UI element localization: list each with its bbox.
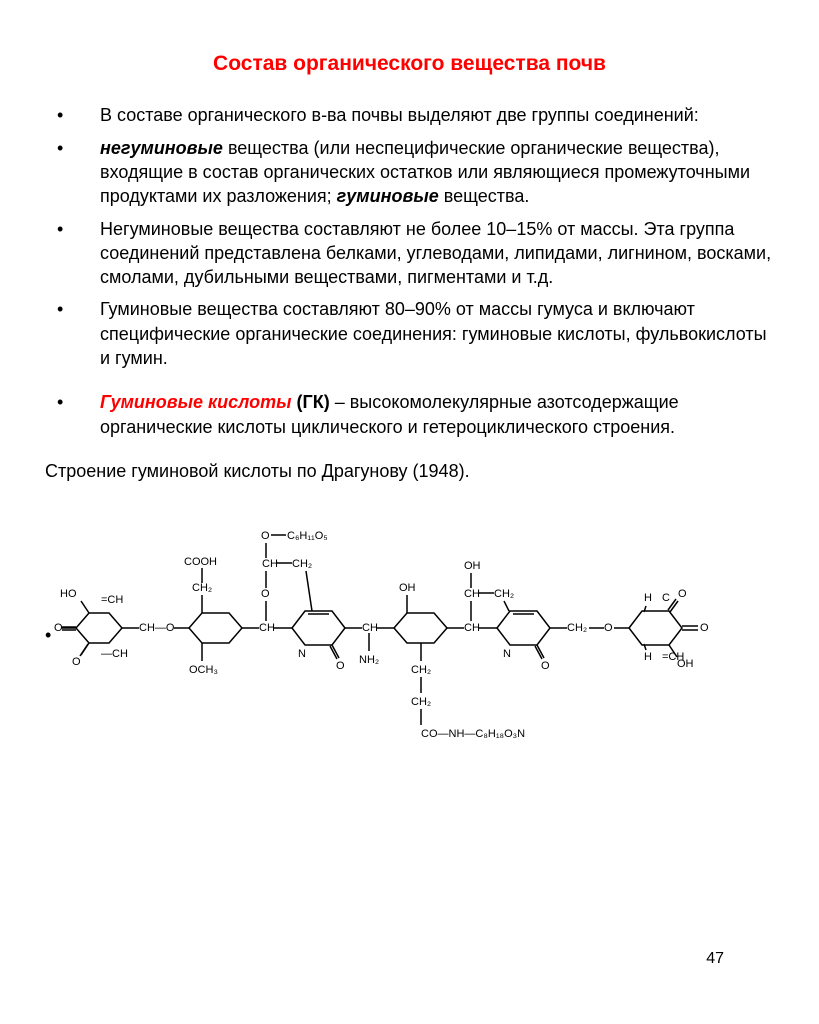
svg-text:C₆H₁₁O₅: C₆H₁₁O₅ [287, 530, 328, 542]
svg-text:CH₂: CH₂ [567, 622, 587, 634]
page-title: Состав органического вещества почв [45, 50, 774, 78]
svg-text:CO—NH—C₈H₁₈O₃N: CO—NH—C₈H₁₈O₃N [421, 728, 525, 740]
term-emphasis: негуминовые [100, 138, 223, 158]
bullet-text: Негуминовые вещества составляют не более… [100, 219, 771, 288]
svg-text:CH: CH [262, 558, 278, 570]
bullet-text: Гуминовые вещества составляют 80–90% от … [100, 299, 767, 368]
svg-text:O: O [678, 588, 687, 600]
term-emphasis: гуминовые [337, 186, 439, 206]
svg-text:CH₂: CH₂ [292, 558, 312, 570]
definition-abbr: (ГК) [292, 392, 330, 412]
svg-text:CH₂: CH₂ [411, 664, 431, 676]
svg-text:O: O [261, 588, 270, 600]
svg-text:NH₂: NH₂ [359, 654, 379, 666]
svg-text:CH: CH [464, 622, 480, 634]
bullet-text: В составе органического в-ва почвы выдел… [100, 105, 699, 125]
bullet-item: негуминовые вещества (или неспецифически… [45, 136, 774, 209]
page-number: 47 [706, 948, 724, 970]
svg-text:CH: CH [259, 622, 275, 634]
svg-text:OH: OH [677, 658, 694, 670]
svg-text:H: H [644, 651, 652, 663]
svg-text:O: O [54, 622, 63, 634]
svg-text:O: O [261, 530, 270, 542]
svg-text:CH: CH [464, 588, 480, 600]
svg-text:OH: OH [399, 582, 416, 594]
svg-text:H: H [644, 592, 652, 604]
bullet-text: вещества. [439, 186, 530, 206]
structural-formula: O HO =CH —CH O CH—O CH₂ COOH [54, 493, 774, 776]
svg-text:O: O [604, 622, 613, 634]
svg-text:N: N [298, 648, 306, 660]
bullet-item: Гуминовые вещества составляют 80–90% от … [45, 297, 774, 370]
svg-text:=CH: =CH [101, 594, 123, 606]
svg-text:—CH: —CH [101, 648, 128, 660]
svg-text:OCH₃: OCH₃ [189, 664, 218, 676]
svg-text:OH: OH [464, 560, 481, 572]
definition-term: Гуминовые кислоты [100, 392, 292, 412]
svg-text:O: O [541, 660, 550, 672]
svg-text:CH: CH [362, 622, 378, 634]
svg-text:CH₂: CH₂ [411, 696, 431, 708]
svg-text:COOH: COOH [184, 556, 217, 568]
bullet-item: Гуминовые кислоты (ГК) – высокомолекуляр… [45, 390, 774, 439]
svg-text:O: O [700, 622, 709, 634]
bullet-list: В составе органического в-ва почвы выдел… [45, 103, 774, 370]
definition-list: Гуминовые кислоты (ГК) – высокомолекуляр… [45, 390, 774, 439]
svg-text:CH₂: CH₂ [494, 588, 514, 600]
bullet-item: В составе органического в-ва почвы выдел… [45, 103, 774, 127]
svg-text:CH₂: CH₂ [192, 582, 212, 594]
svg-text:C: C [662, 592, 670, 604]
svg-text:O: O [72, 656, 81, 668]
diagram-caption: Строение гуминовой кислоты по Драгунову … [45, 459, 774, 483]
bullet-item: Негуминовые вещества составляют не более… [45, 217, 774, 290]
svg-text:HO: HO [60, 588, 77, 600]
svg-text:CH—O: CH—O [139, 622, 175, 634]
diagram-bullet: • [45, 493, 54, 647]
svg-text:O: O [336, 660, 345, 672]
svg-text:N: N [503, 648, 511, 660]
